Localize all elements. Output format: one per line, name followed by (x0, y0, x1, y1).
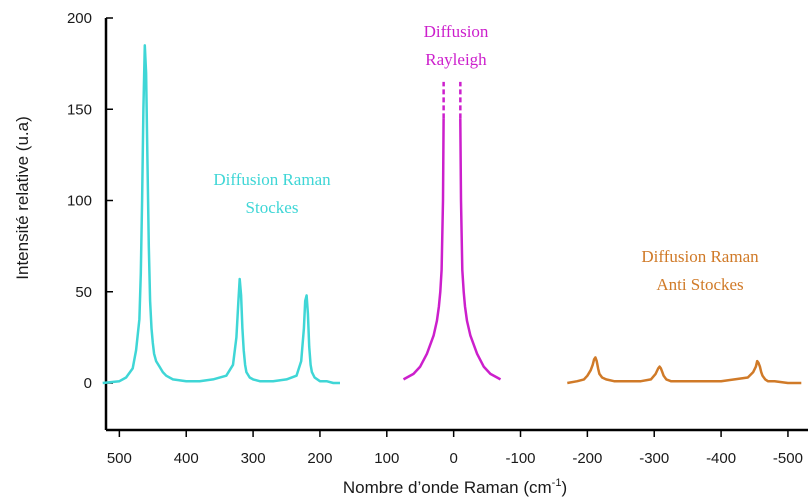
rayleigh-annotation-line: Diffusion (424, 22, 489, 41)
x-tick-label: 400 (174, 450, 199, 467)
x-tick-label: -400 (706, 450, 736, 467)
x-tick-label: 100 (374, 450, 399, 467)
y-axis-title: Intensité relative (u.a) (13, 116, 32, 279)
x-axis-title: Nombre d’onde Raman (cm-1) (343, 477, 567, 497)
rayleigh-curve-left (402, 118, 445, 381)
anti-stokes-raman-curve (567, 356, 802, 385)
x-tick-label: 200 (307, 450, 332, 467)
y-tick-label: 50 (75, 284, 92, 301)
x-ticks: 500 400 300 200 100 0 -100 -200 -300 -400 -500 (107, 430, 803, 467)
x-tick-label: -100 (505, 450, 535, 467)
y-tick-label: 0 (84, 375, 92, 392)
rayleigh-annotation-line: Rayleigh (425, 50, 487, 69)
series-annotations: Diffusion Raman Stockes Diffusion Rayleigh D… (213, 22, 759, 294)
x-tick-label: 500 (107, 450, 132, 467)
x-tick-label: -300 (639, 450, 669, 467)
y-tick-label: 100 (67, 193, 92, 210)
axes (104, 18, 808, 432)
stokes-raman-curve (102, 44, 340, 385)
anti-stokes-annotation-line: Diffusion Raman (641, 247, 759, 266)
anti-stokes-annotation-line: Anti Stockes (656, 275, 743, 294)
x-tick-label: -200 (572, 450, 602, 467)
stokes-annotation-line: Diffusion Raman (213, 170, 331, 189)
x-tick-label: -500 (773, 450, 803, 467)
x-axis-title-suffix: ) (561, 478, 567, 497)
x-tick-label: 300 (241, 450, 266, 467)
y-ticks: 0 50 100 150 200 (67, 10, 113, 392)
x-axis-title-superscript: -1 (552, 477, 562, 489)
x-axis-title-main: Nombre d’onde Raman (cm (343, 478, 552, 497)
rayleigh-curve-right (459, 118, 502, 381)
stokes-annotation-line: Stockes (246, 198, 299, 217)
series-layer (102, 44, 802, 385)
x-tick-label: 0 (449, 450, 457, 467)
y-tick-label: 150 (67, 101, 92, 118)
y-tick-label: 200 (67, 10, 92, 27)
